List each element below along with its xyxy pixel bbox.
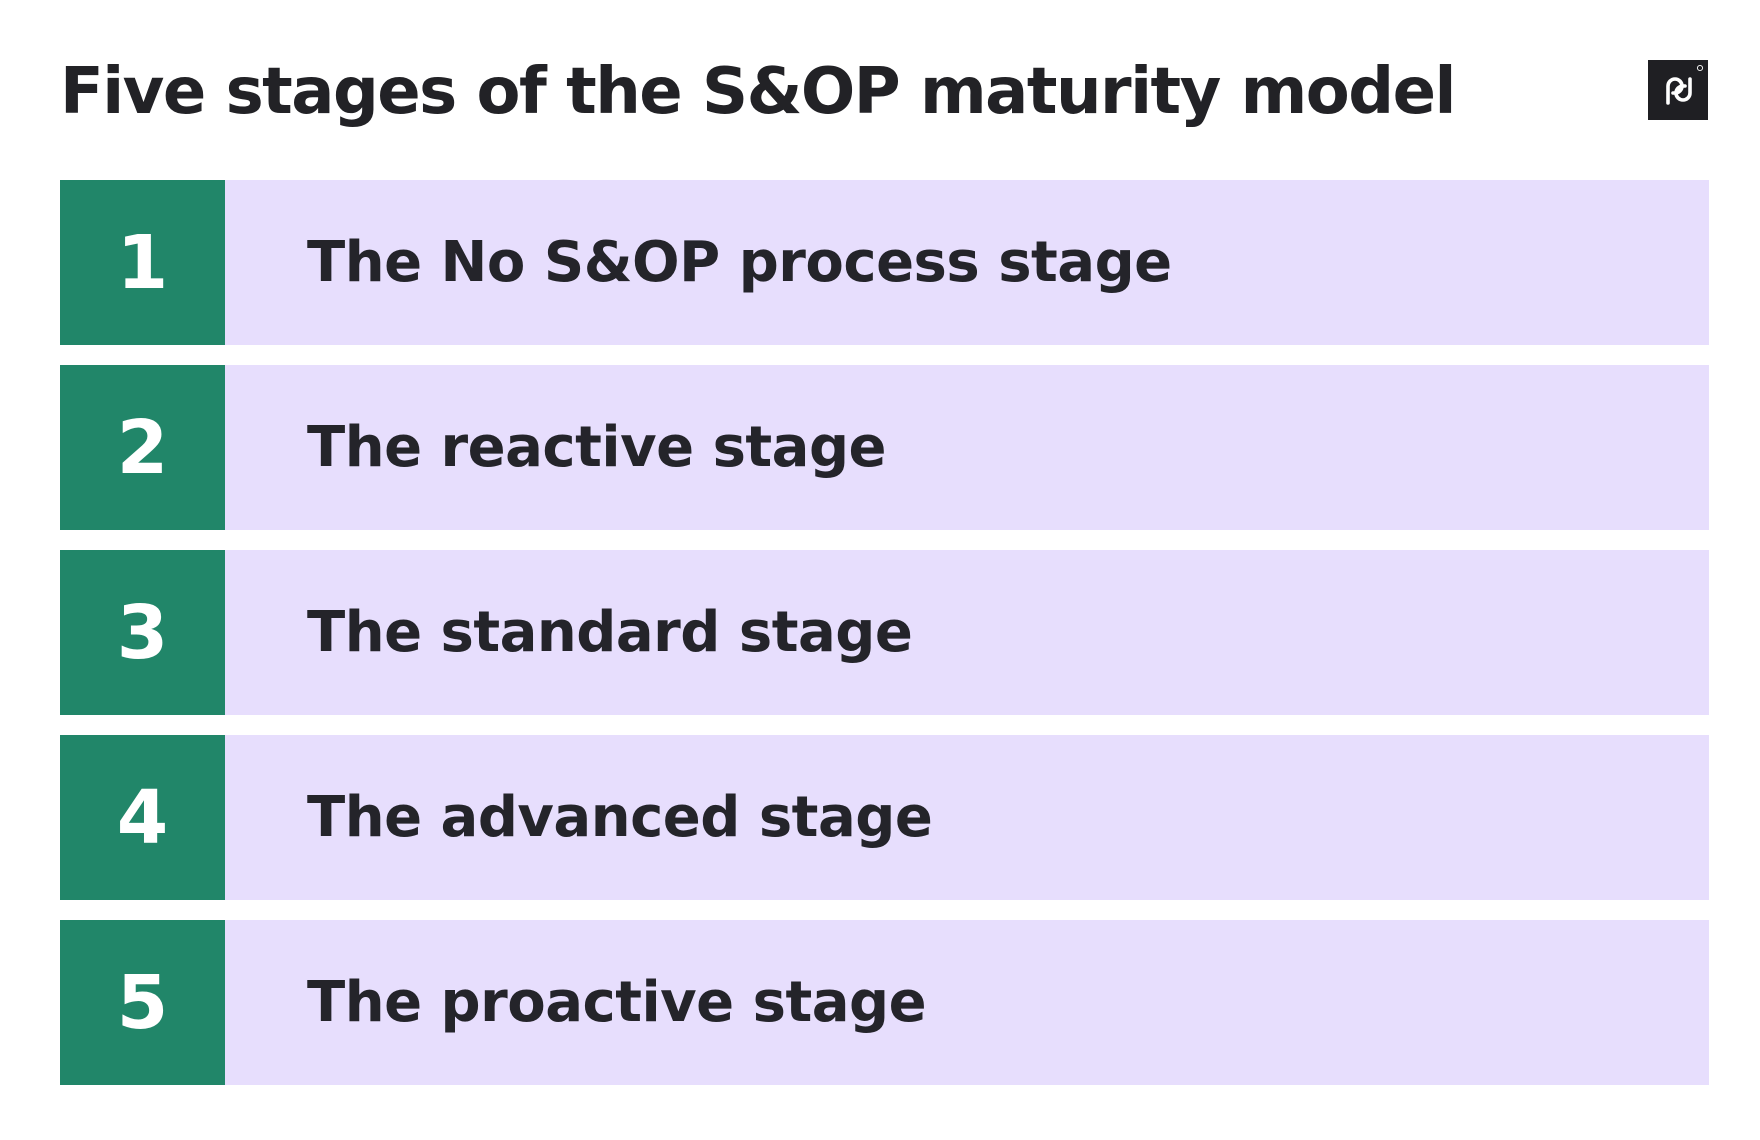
- pd-logo-icon: [1648, 60, 1708, 120]
- stage-label: The No S&OP process stage: [307, 230, 1172, 295]
- stage-row-3: 3 The standard stage: [60, 550, 1709, 715]
- stage-label: The advanced stage: [307, 785, 933, 850]
- stage-row-4: 4 The advanced stage: [60, 735, 1709, 900]
- stage-number: 2: [60, 365, 225, 530]
- stage-number: 4: [60, 735, 225, 900]
- stage-label: The standard stage: [307, 600, 913, 665]
- stage-number: 3: [60, 550, 225, 715]
- stage-row-1: 1 The No S&OP process stage: [60, 180, 1709, 345]
- stage-row-2: 2 The reactive stage: [60, 365, 1709, 530]
- stage-row-5: 5 The proactive stage: [60, 920, 1709, 1085]
- page-title: Five stages of the S&OP maturity model: [60, 55, 1456, 129]
- stage-label: The proactive stage: [307, 970, 927, 1035]
- stage-number: 5: [60, 920, 225, 1085]
- stage-label: The reactive stage: [307, 415, 887, 480]
- stages-list: 1 The No S&OP process stage 2 The reacti…: [60, 180, 1709, 1085]
- stage-number: 1: [60, 180, 225, 345]
